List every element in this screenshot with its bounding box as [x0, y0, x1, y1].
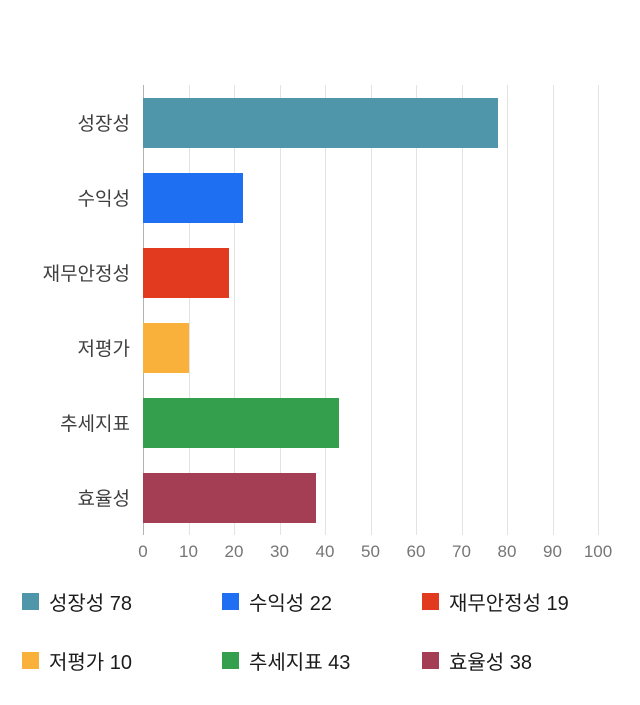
x-tick-label: 70 — [452, 542, 471, 561]
legend-item[interactable]: 성장성 78 — [22, 587, 222, 616]
legend-item[interactable]: 저평가 10 — [22, 646, 222, 675]
legend-swatch — [222, 652, 239, 669]
bar-track — [143, 97, 598, 148]
x-tick-label: 10 — [179, 542, 198, 561]
grid-line — [598, 85, 599, 535]
grid-line — [416, 85, 417, 535]
bar-track — [143, 247, 598, 298]
bar-track — [143, 472, 598, 523]
x-tick-label: 100 — [583, 542, 613, 561]
x-axis: 0 10 20 30 40 50 60 70 80 90 100 — [138, 535, 612, 571]
grid-line — [234, 85, 235, 535]
category-label: 저평가 — [77, 339, 130, 360]
legend: 성장성 78 수익성 22 재무안정성 19 저평가 10 추세지표 43 효율성 38 — [0, 587, 640, 705]
grid-line — [188, 85, 190, 535]
bar-2[interactable] — [143, 247, 230, 298]
bar-track — [143, 172, 598, 223]
grid-lines — [143, 85, 599, 535]
legend-label: 재무안정성 19 — [449, 593, 569, 615]
legend-swatch — [422, 593, 439, 610]
legend-item[interactable]: 수익성 22 — [222, 587, 422, 616]
bar-track — [143, 397, 598, 448]
legend-item[interactable]: 추세지표 43 — [222, 646, 422, 675]
bar-0[interactable] — [143, 97, 498, 148]
x-tick-label: 80 — [497, 542, 517, 561]
grid-line — [507, 85, 508, 535]
grid-line — [279, 85, 281, 535]
category-label: 수익성 — [77, 189, 130, 210]
bar-row: 성장성 — [0, 85, 640, 160]
bar-4[interactable] — [143, 397, 339, 448]
bar-track — [143, 322, 598, 373]
y-axis-line — [143, 85, 144, 535]
bar-3[interactable] — [143, 322, 189, 373]
legend-label: 추세지표 43 — [249, 652, 351, 674]
bar-1[interactable] — [143, 172, 244, 223]
x-tick-label: 20 — [224, 542, 244, 561]
legend-item[interactable]: 효율성 38 — [422, 646, 622, 675]
grid-line — [552, 85, 554, 535]
x-tick-label: 60 — [406, 542, 426, 561]
x-tick-label: 40 — [315, 542, 335, 561]
grid-line — [461, 85, 463, 535]
category-label: 재무안정성 — [42, 264, 130, 285]
bar-row: 재무안정성 — [0, 235, 640, 310]
category-label: 효율성 — [77, 489, 130, 510]
x-tick-label: 0 — [138, 542, 148, 561]
legend-swatch — [22, 593, 39, 610]
legend-label: 효율성 38 — [449, 652, 533, 674]
legend-label: 수익성 22 — [249, 593, 333, 615]
x-tick-label: 50 — [361, 542, 380, 561]
legend-swatch — [422, 652, 439, 669]
bar-row: 효율성 — [0, 460, 640, 535]
grid-line — [370, 85, 372, 535]
grid-line — [325, 85, 326, 535]
legend-swatch — [222, 593, 239, 610]
legend-label: 성장성 78 — [49, 593, 133, 615]
x-tick-label: 30 — [270, 542, 289, 561]
category-label: 성장성 — [77, 114, 130, 135]
category-label: 추세지표 — [60, 414, 130, 435]
bar-row: 저평가 — [0, 310, 640, 385]
bar-row: 수익성 — [0, 160, 640, 235]
bar-row: 추세지표 — [0, 385, 640, 460]
legend-item[interactable]: 재무안정성 19 — [422, 587, 622, 616]
legend-swatch — [22, 652, 39, 669]
legend-label: 저평가 10 — [49, 652, 133, 674]
x-tick-label: 90 — [543, 542, 562, 561]
bar-5[interactable] — [143, 472, 316, 523]
